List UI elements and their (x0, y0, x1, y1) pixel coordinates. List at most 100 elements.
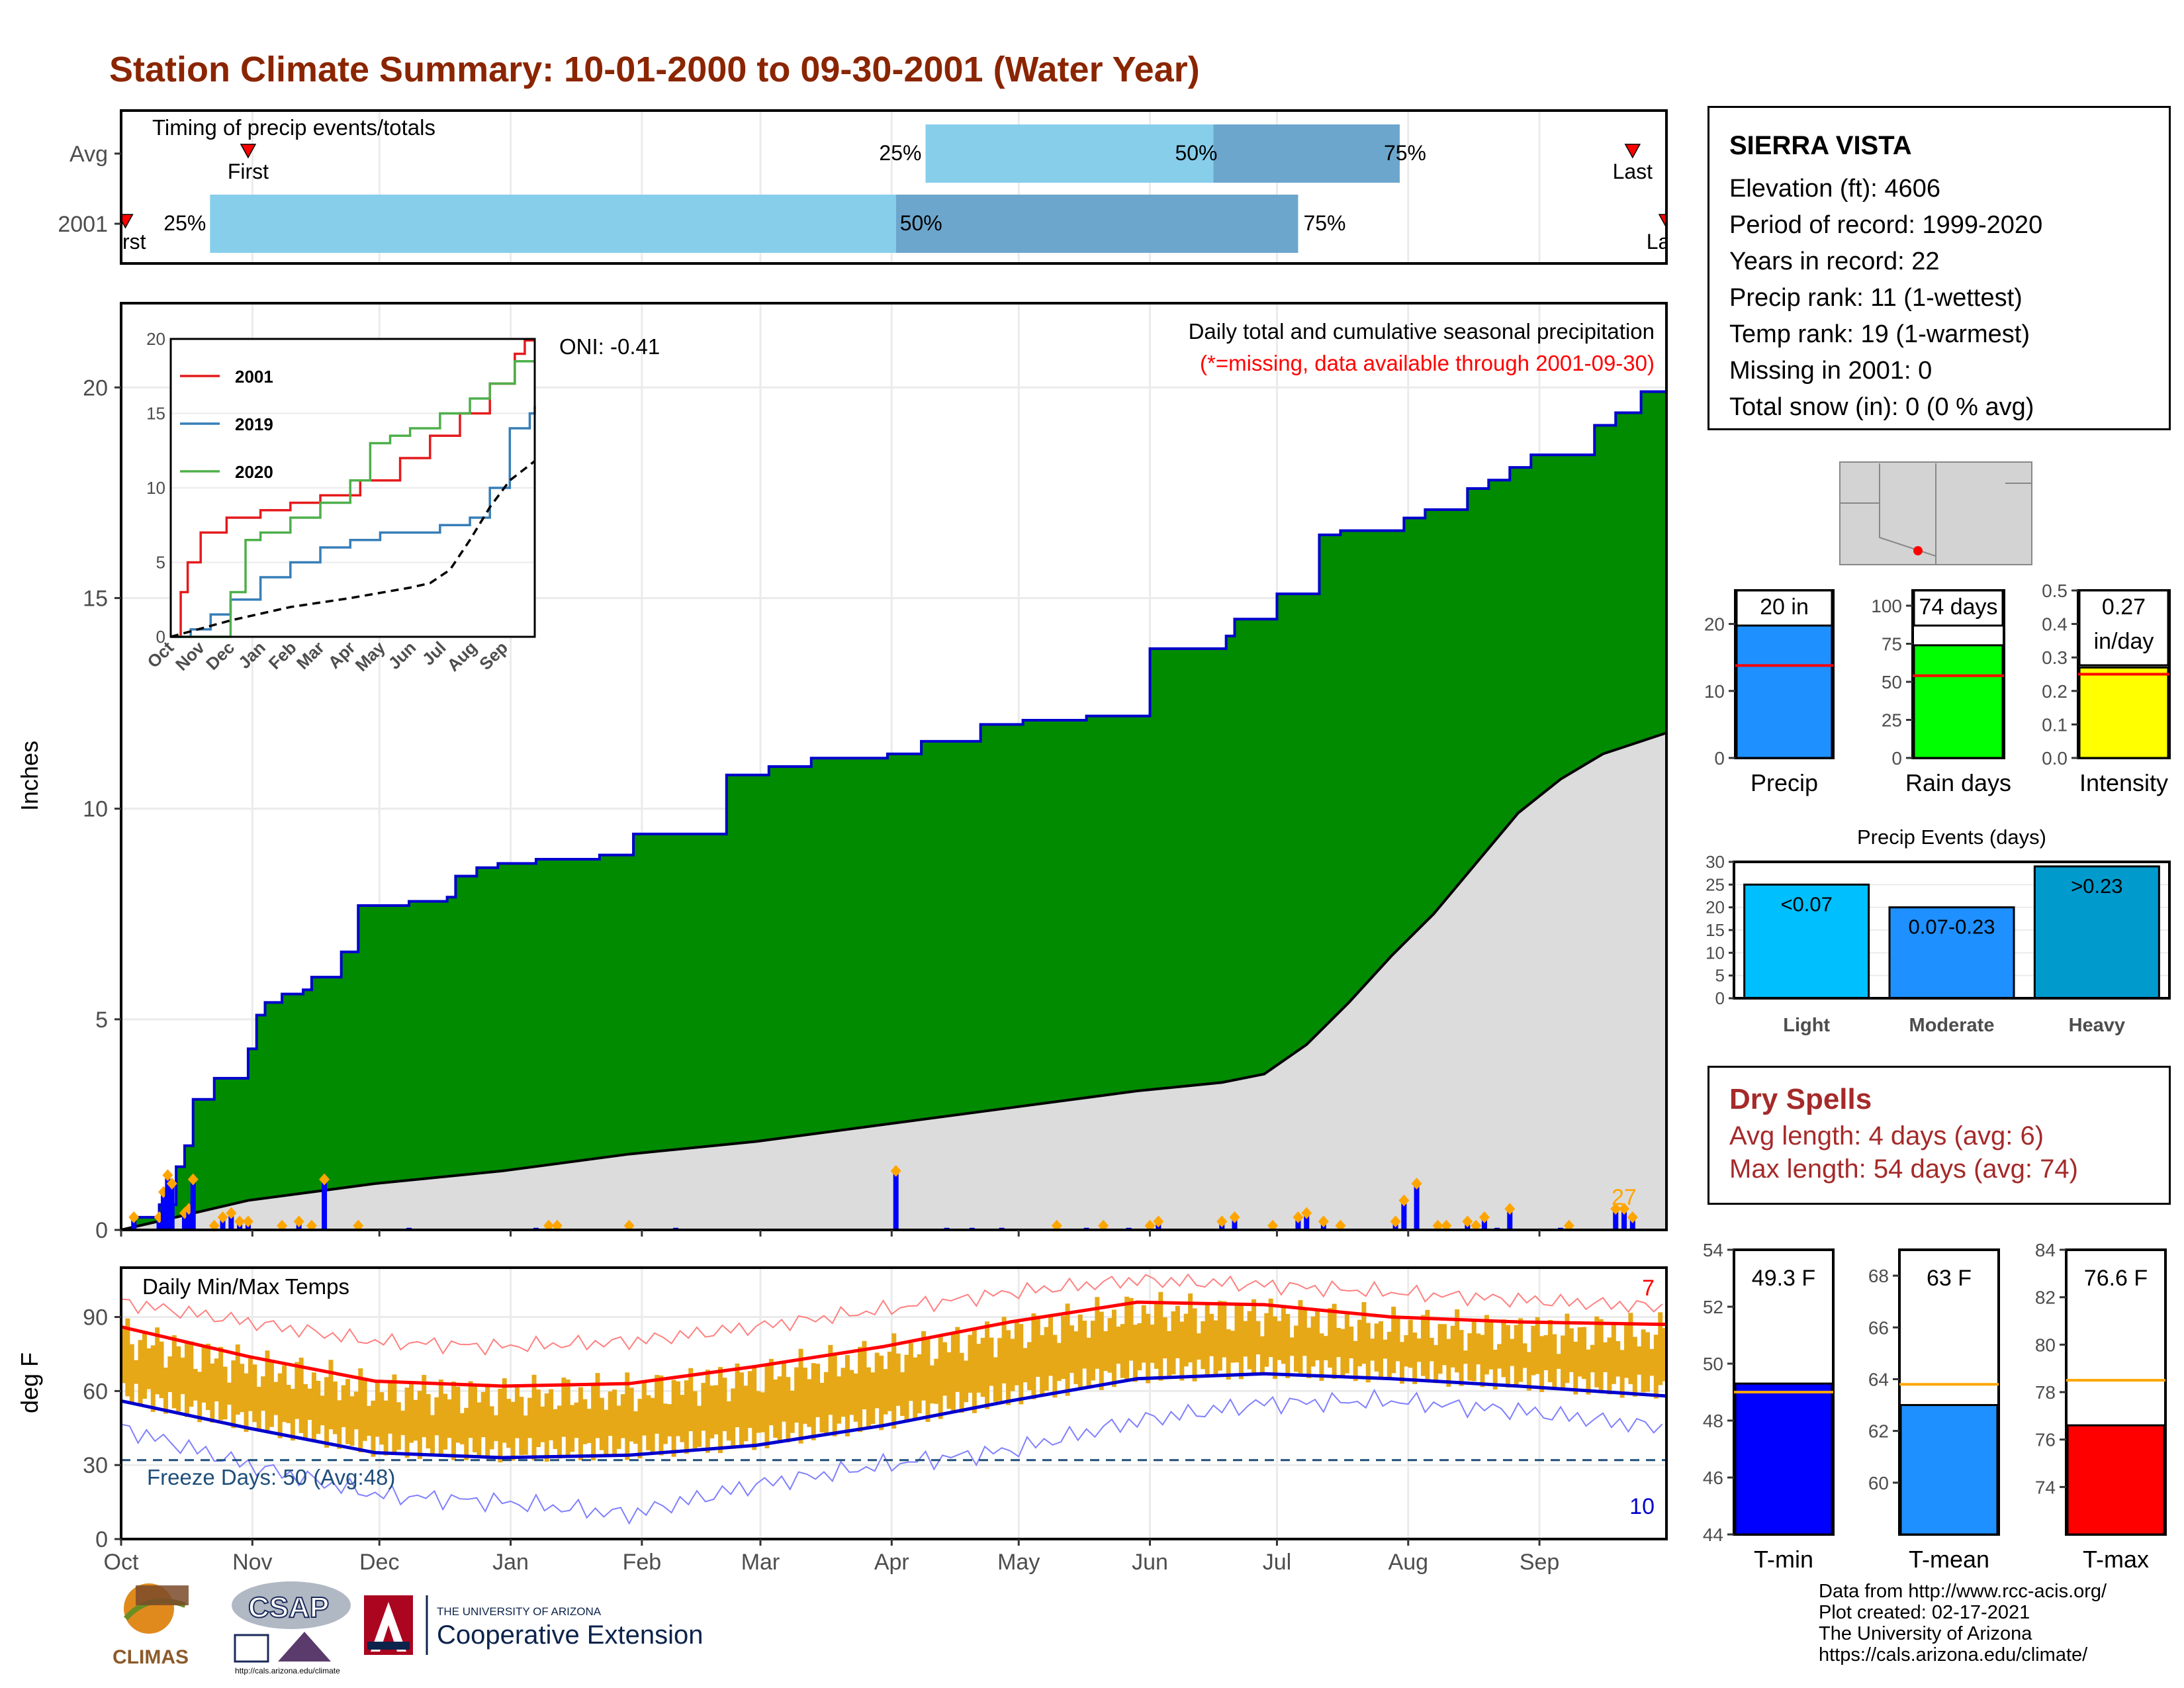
t-max-label: T-max (2083, 1546, 2149, 1573)
precip-event-bar (1888, 906, 2015, 1000)
daily-temp-range-bar (1336, 1327, 1342, 1358)
daily-temp-range-bar (1425, 1309, 1430, 1381)
daily-temp-range-bar (1277, 1321, 1282, 1360)
record-min-line (120, 1388, 1663, 1525)
daily-temp-range-bar (565, 1380, 570, 1456)
daily-temp-range-bar (929, 1365, 934, 1404)
daily-temp-range-bar (1476, 1333, 1481, 1365)
last-label: Last (1613, 160, 1653, 183)
daily-temp-range-bar (964, 1360, 969, 1403)
average-precip-area (121, 733, 1666, 1230)
daily-temp-range-bar (697, 1405, 702, 1447)
daily-temp-range-bar (231, 1360, 236, 1429)
daily-temp-range-bar (917, 1354, 922, 1414)
daily-precip-marker (1504, 1203, 1516, 1215)
daily-temp-range-bar (193, 1369, 198, 1401)
timing-p50-label: 50% (900, 211, 942, 235)
daily-temp-range-bar (261, 1376, 266, 1411)
month-label: May (997, 1550, 1040, 1575)
t-max-ytick-label: 84 (2035, 1240, 2056, 1260)
cumulative-precip-line (121, 390, 1666, 1231)
month-label: Nov (232, 1550, 272, 1575)
daily-temp-range-bar (121, 1329, 126, 1383)
daily-temp-range-bar (1111, 1309, 1116, 1387)
daily-temp-range-bar (815, 1364, 821, 1417)
daily-temp-range-bar (1183, 1313, 1189, 1367)
daily-temp-range-bar (1167, 1331, 1172, 1376)
daily-temp-range-bar (641, 1382, 647, 1436)
daily-temp-range-bar (709, 1385, 715, 1438)
daily-temp-range-bar (1234, 1305, 1240, 1363)
daily-temp-range-bar (1040, 1335, 1045, 1395)
daily-temp-range-bar (802, 1368, 807, 1424)
daily-temp-range-bar (1441, 1324, 1447, 1366)
daily-temp-range-bar (650, 1397, 655, 1452)
t-mean-value-label: 63 F (1927, 1266, 1972, 1291)
precip-event-category: Moderate (1909, 1015, 1995, 1036)
precip-event-bar-label: <0.07 (1780, 892, 1832, 915)
daily-precip-marker (1229, 1211, 1240, 1223)
daily-precip-bar (190, 1179, 196, 1230)
daily-temp-range-bar (210, 1363, 215, 1423)
daily-temp-range-bar (1404, 1335, 1409, 1367)
daily-precip-marker (226, 1207, 237, 1219)
precip-summary-ytick-label: 0 (1714, 748, 1725, 769)
daily-temp-range-bar (252, 1364, 257, 1423)
daily-temp-range-bar (1273, 1316, 1278, 1380)
daily-temp-range-bar (1298, 1300, 1303, 1374)
daily-temp-range-bar (1128, 1297, 1134, 1361)
daily-temp-range-bar (409, 1383, 414, 1443)
daily-temp-range-bar (235, 1344, 240, 1415)
timing-bar-q2 (1213, 124, 1400, 183)
daily-precip-marker (1293, 1211, 1304, 1223)
daily-temp-range-bar (1492, 1349, 1498, 1390)
daily-temp-range-bar (1340, 1329, 1345, 1376)
daily-precip-marker (1619, 1203, 1630, 1215)
daily-temp-range-bar (1247, 1311, 1252, 1370)
temp-ytick-label: 90 (83, 1305, 108, 1331)
daily-temp-range-bar (561, 1378, 567, 1437)
daily-temp-range-bar (1531, 1325, 1536, 1376)
daily-temp-range-bar (1006, 1330, 1011, 1405)
daily-temp-range-bar (586, 1409, 592, 1443)
precip-summary-bar (1735, 623, 1833, 759)
daily-temp-range-bar (676, 1381, 681, 1436)
timing-p75-label: 75% (1384, 141, 1426, 165)
daily-temp-range-bar (1450, 1325, 1455, 1368)
inset-ytick-label: 20 (146, 329, 165, 349)
intensity-summary-ytick-label: 0.1 (2042, 714, 2068, 735)
daily-temp-range-bar (752, 1367, 757, 1450)
daily-temp-range-bar (1420, 1315, 1426, 1376)
daily-temp-range-bar (1412, 1333, 1418, 1384)
daily-temp-range-bar (1065, 1303, 1070, 1396)
t-max-ytick-label: 74 (2035, 1477, 2056, 1497)
daily-temp-range-bar (248, 1358, 253, 1411)
daily-temp-range-bar (1031, 1313, 1036, 1399)
daily-precip-marker (234, 1215, 246, 1228)
daily-temp-range-bar (311, 1372, 316, 1442)
daily-precip-marker (242, 1215, 253, 1228)
daily-temp-range-bar (570, 1405, 575, 1452)
daily-temp-range-bar (980, 1337, 985, 1397)
daily-temp-range-bar (1069, 1325, 1074, 1373)
daily-temp-range-bar (1615, 1340, 1621, 1377)
daily-temp-range-bar (680, 1395, 685, 1442)
main-plot-border (120, 302, 1668, 1231)
t-mean-ytick-label: 64 (1868, 1369, 1889, 1389)
daily-temp-range-bar (1259, 1336, 1265, 1376)
record-high-count: 7 (1642, 1276, 1655, 1301)
precip-summary-ytick-label: 20 (1704, 614, 1725, 635)
station-years: Years in record: 22 (1729, 248, 1940, 275)
daily-temp-range-bar (1582, 1327, 1587, 1380)
daily-temp-range-bar (1146, 1313, 1151, 1383)
daily-temp-range-bar (1243, 1321, 1248, 1357)
daily-temp-range-bar (832, 1353, 837, 1436)
daily-temp-range-bar (1090, 1321, 1095, 1381)
temp-ytick-label: 30 (83, 1453, 108, 1478)
daily-temp-range-bar (874, 1352, 880, 1409)
daily-temp-range-bar (201, 1345, 206, 1403)
daily-temp-range-bar (1289, 1337, 1295, 1356)
daily-temp-range-bar (1552, 1334, 1557, 1389)
daily-temp-range-bar (1374, 1323, 1379, 1372)
daily-precip-bar (1295, 1217, 1301, 1230)
